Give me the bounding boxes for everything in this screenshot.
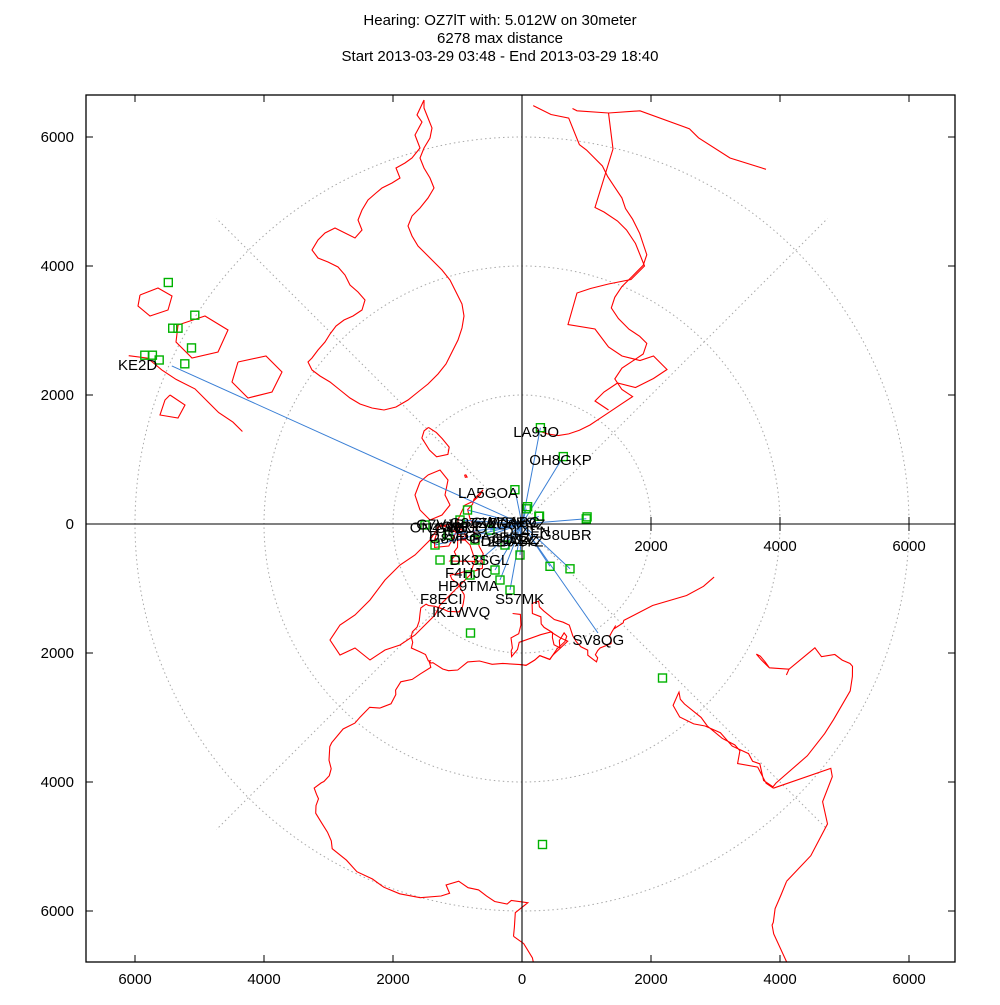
svg-text:2000: 2000 — [41, 645, 74, 662]
svg-text:LA5GOA: LA5GOA — [458, 485, 518, 502]
svg-text:4000: 4000 — [41, 774, 74, 791]
svg-text:Start 2013-03-29 03:48 - End 2: Start 2013-03-29 03:48 - End 2013-03-29 … — [342, 48, 659, 65]
svg-text:0: 0 — [66, 516, 74, 533]
svg-text:Hearing: OZ7lT with: 5.012W on: Hearing: OZ7lT with: 5.012W on 30meter — [363, 12, 636, 29]
svg-text:2000: 2000 — [634, 971, 667, 988]
svg-text:4000: 4000 — [763, 538, 796, 555]
svg-text:G1ZZZ: G1ZZZ — [492, 531, 540, 548]
svg-text:S57MK: S57MK — [495, 591, 544, 608]
svg-text:KE2D: KE2D — [118, 357, 157, 374]
svg-text:SV8QG: SV8QG — [573, 632, 625, 649]
svg-text:4000: 4000 — [247, 971, 280, 988]
svg-text:G8UBR: G8UBR — [540, 527, 592, 544]
svg-text:4000: 4000 — [763, 971, 796, 988]
svg-text:6000: 6000 — [41, 129, 74, 146]
svg-text:OH8GKP: OH8GKP — [529, 452, 592, 469]
svg-text:6000: 6000 — [118, 971, 151, 988]
svg-text:6000: 6000 — [892, 971, 925, 988]
svg-text:6000: 6000 — [41, 903, 74, 920]
svg-text:LA9JO: LA9JO — [513, 424, 559, 441]
svg-text:6278 max distance: 6278 max distance — [437, 30, 563, 47]
svg-text:G7VJR: G7VJR — [416, 517, 465, 534]
svg-text:6000: 6000 — [892, 538, 925, 555]
svg-text:2000: 2000 — [376, 971, 409, 988]
svg-text:0: 0 — [518, 971, 526, 988]
svg-text:2000: 2000 — [634, 538, 667, 555]
svg-text:4000: 4000 — [41, 258, 74, 275]
svg-text:IK1WVQ: IK1WVQ — [432, 604, 490, 621]
svg-text:2000: 2000 — [41, 387, 74, 404]
